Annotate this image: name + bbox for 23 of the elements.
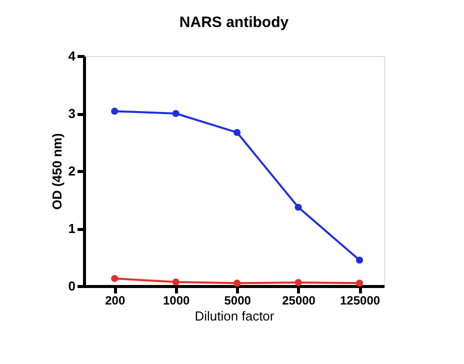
point	[356, 256, 364, 264]
point	[111, 274, 118, 282]
y-tick-label: 1	[68, 221, 76, 236]
x-axis-title: Dilution factor	[194, 308, 275, 324]
y-tick-label: 3	[68, 106, 76, 121]
x-tick-label: 125000	[340, 294, 380, 308]
point	[111, 108, 118, 115]
x-tick-label: 25000	[282, 294, 316, 308]
point	[294, 279, 302, 286]
point	[234, 280, 241, 287]
x-tick-label: 5000	[224, 294, 252, 308]
point	[234, 128, 241, 136]
point	[356, 280, 364, 287]
y-axis-title: OD (450 nm)	[49, 133, 64, 210]
y-tick-label: 0	[68, 278, 76, 294]
point	[294, 204, 302, 211]
x-tick-label: 1000	[162, 294, 190, 308]
chart-title: NARS antibody	[179, 14, 290, 31]
point	[172, 110, 180, 118]
point	[172, 278, 180, 286]
y-tick-label: 4	[68, 48, 76, 64]
x-tick-label: 200	[105, 294, 126, 308]
y-tick-label: 2	[68, 164, 76, 178]
